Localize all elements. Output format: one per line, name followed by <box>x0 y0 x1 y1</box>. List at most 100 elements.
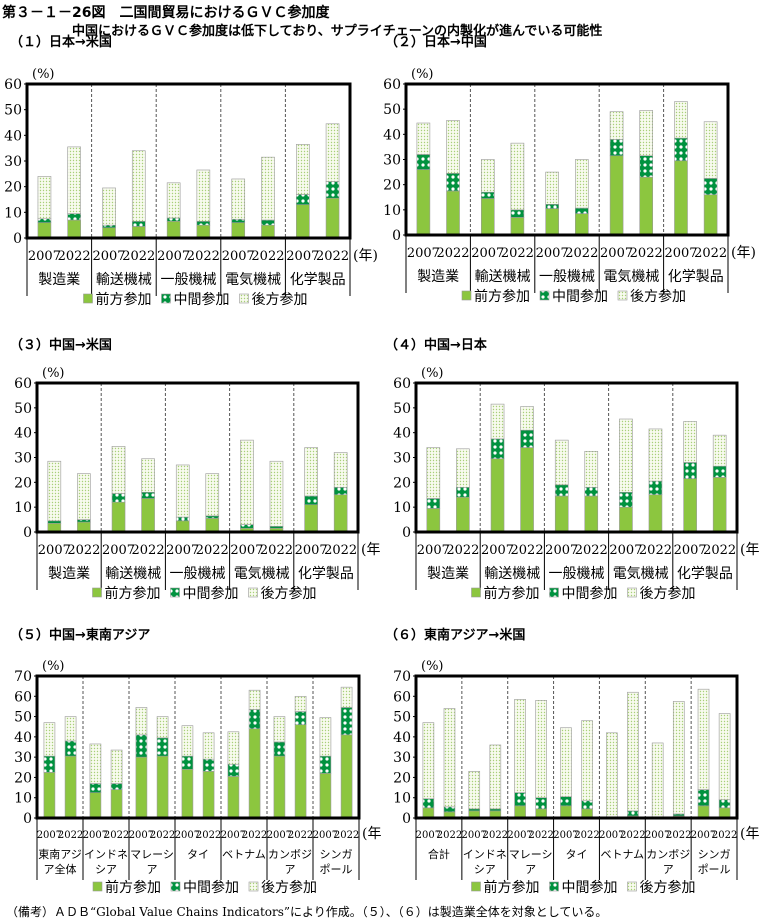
panel2-legend-label: 後方参加 <box>630 288 686 305</box>
panel2-year-label: 2022 <box>565 246 598 261</box>
panel4-bar-middle <box>619 491 633 508</box>
panel6-bar-backward <box>581 720 593 802</box>
panel3-legend-swatch-middle <box>170 587 180 598</box>
panel4-year-label: 2022 <box>575 543 608 558</box>
panel3-bar-middle <box>77 519 91 523</box>
panel3-bar-backward <box>333 452 348 488</box>
panel1-bar-forward <box>196 224 211 239</box>
panel4-year-label: 2007 <box>545 543 578 558</box>
panel6-ylabel: (%) <box>421 659 444 674</box>
panel3-bar-forward <box>205 518 220 533</box>
panel4-bar-middle <box>456 486 470 498</box>
panel4-ylabel: (%) <box>421 366 444 381</box>
panel5-bar-backward <box>248 689 261 710</box>
panel2-category-label: 電気機械 <box>603 269 659 285</box>
panel1-category-label: 一般機械 <box>161 272 217 288</box>
panel3-year-label: 2022 <box>324 543 357 558</box>
panel6-year-label: 2022 <box>712 830 737 841</box>
panel2-xlabel: (年) <box>731 245 756 261</box>
panel5-year-label: 2022 <box>334 830 359 841</box>
panel1-bar-forward <box>166 221 181 239</box>
panel6-ytick-label: 10 <box>393 791 411 807</box>
panel2-bar-middle <box>609 139 624 157</box>
panel4-title: （４）中国→日本 <box>385 337 487 353</box>
panel6-category-label: ア <box>663 863 674 876</box>
panel1-year-label: 2022 <box>58 249 91 264</box>
panel6-bar-forward <box>718 807 731 819</box>
panel3-category-label: 化学製品 <box>298 566 354 582</box>
panel3-bar-middle <box>333 486 348 496</box>
panel1-bar-middle <box>196 221 211 226</box>
panel5-bar-forward <box>43 772 56 819</box>
panel6-category-label: シンガ <box>698 848 731 861</box>
panel1-bar-forward <box>37 222 52 239</box>
panel3-ytick-label: 40 <box>14 426 32 442</box>
panel2-ytick-label: 0 <box>392 228 401 244</box>
panel5-year-label: 2022 <box>242 830 267 841</box>
panel1-bar-middle <box>231 218 246 223</box>
panel4-bar-middle <box>554 484 569 497</box>
panel3-bar-backward <box>77 473 91 520</box>
panel3-year-label: 2007 <box>166 543 199 558</box>
panel4-bar-forward <box>584 495 599 533</box>
panel4-ytick-label: 40 <box>393 426 411 442</box>
panel2-legend-swatch-forward <box>461 290 472 301</box>
panel5-year-label: 2022 <box>196 830 221 841</box>
panel2-ytick-label: 30 <box>383 153 401 169</box>
panel3-bar-forward <box>175 520 190 533</box>
panel1-category-label: 電気機械 <box>225 272 281 288</box>
panel5-bar-backward <box>340 686 353 708</box>
panel2-category-label: 輸送機械 <box>475 269 531 285</box>
panel2-bar-backward <box>575 159 589 209</box>
panel5-bar-middle <box>135 734 148 758</box>
panel6-bar-middle <box>422 798 435 809</box>
panel4-bar-backward <box>648 428 663 482</box>
panel5-bar-forward <box>248 728 261 819</box>
panel3-legend-swatch-forward <box>92 587 102 598</box>
panel5-ytick-label: 20 <box>14 770 32 786</box>
panel5-legend-label: 前方参加 <box>105 879 161 896</box>
panel5-ytick-label: 0 <box>23 811 32 827</box>
panel1-bar-middle <box>296 194 310 205</box>
panel3-bar-backward <box>141 458 155 493</box>
panel6-category-label: マレーシ <box>509 848 553 861</box>
panel5-year-label: 2007 <box>313 830 338 841</box>
source-note: （備考）ＡＤＢ“Global Value Chains Indicators”に… <box>6 905 608 919</box>
panel6-bar-backward <box>535 700 547 799</box>
panel6-year-label: 2007 <box>507 830 532 841</box>
panel6-legend-swatch-forward <box>471 881 481 892</box>
panel5-bar-backward <box>181 725 194 757</box>
panel6-ytick-label: 30 <box>393 750 411 766</box>
panel6-ytick-label: 40 <box>393 730 411 746</box>
panel3-ytick-label: 0 <box>23 525 32 541</box>
panel3-year-label: 2022 <box>196 543 229 558</box>
panel1-bar-forward <box>67 219 81 239</box>
panel5-bar-middle <box>156 737 169 757</box>
panel2-bar-forward <box>446 190 460 236</box>
panel4-year-label: 2007 <box>481 543 514 558</box>
panel3-bar-middle <box>141 491 155 499</box>
panel4-bar-backward <box>456 448 470 488</box>
panel1-bar-backward <box>166 182 181 219</box>
panel5-bar-backward <box>156 716 169 739</box>
panel6-year-label: 2007 <box>645 830 670 841</box>
panel6-legend-label: 前方参加 <box>484 879 540 896</box>
panel5-bar-backward <box>202 732 215 760</box>
panel5-bar-backward <box>319 717 332 757</box>
panel2-plot-frame <box>404 82 730 237</box>
panel1-ytick-label: 60 <box>4 77 22 93</box>
panel2-bar-middle <box>674 137 688 162</box>
panel2-year-label: 2007 <box>407 246 440 261</box>
panel6-ytick-label: 20 <box>393 770 411 786</box>
panel2-bar-middle <box>575 207 589 214</box>
panel2-title: （２）日本→中国 <box>385 34 487 50</box>
panel2-bar-forward <box>545 208 559 236</box>
panel6-category-label: 合計 <box>428 847 450 861</box>
panel5-category-label: カンボジ <box>268 848 312 861</box>
panel2-ytick-label: 40 <box>383 127 401 143</box>
panel3-bar-middle <box>111 493 126 503</box>
panel5-legend-swatch-middle <box>170 881 181 892</box>
panel4-category-label: 化学製品 <box>677 566 733 582</box>
panel4-category-label: 電気機械 <box>613 566 669 582</box>
panel6-bar-middle <box>697 789 710 807</box>
